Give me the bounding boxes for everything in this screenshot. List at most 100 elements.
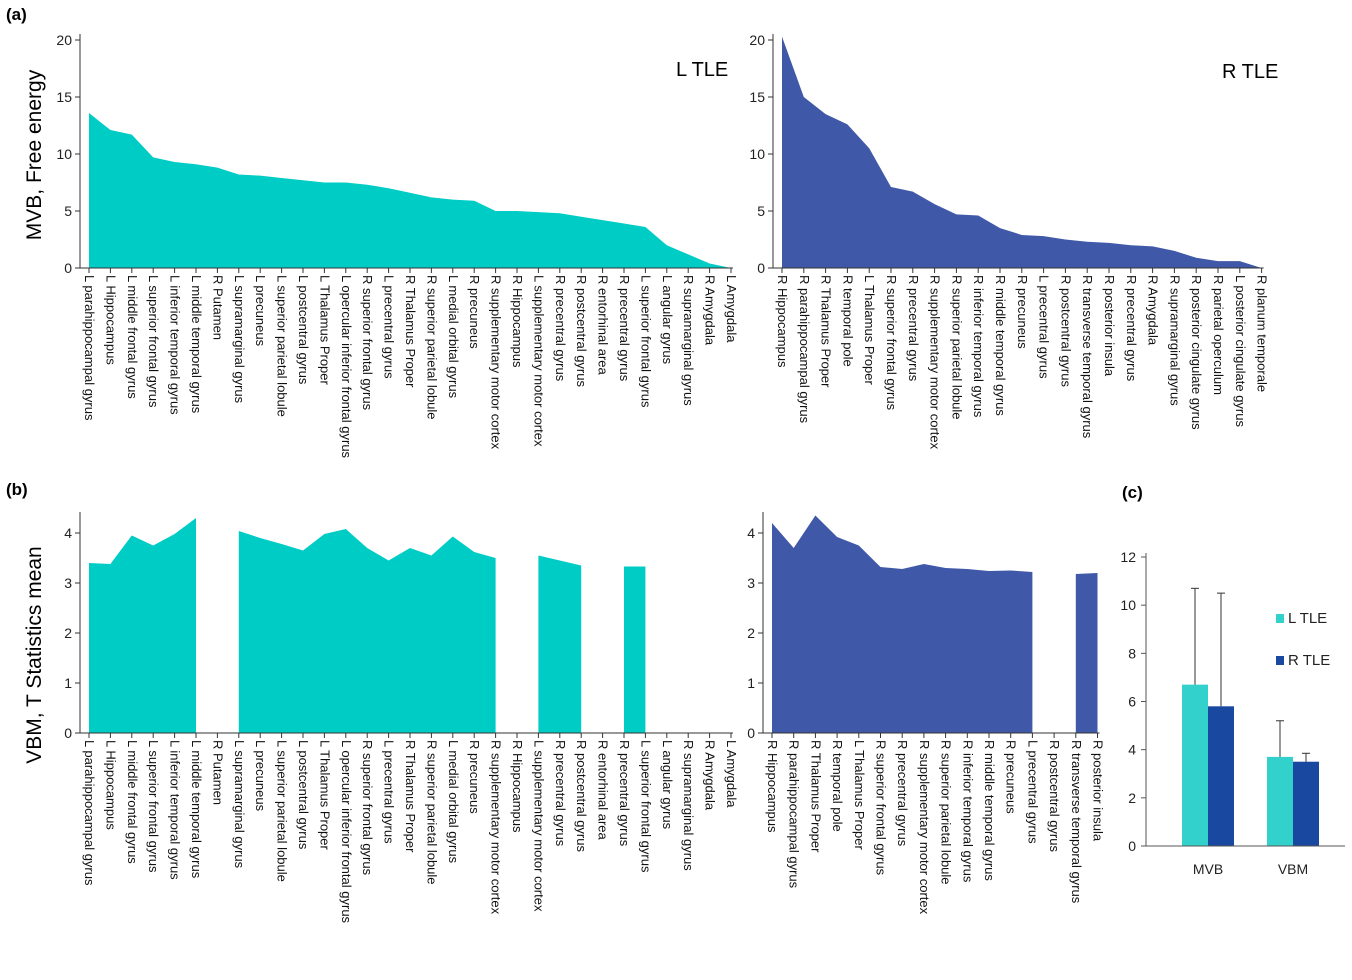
category-label: L middle frontal gyrus (125, 275, 140, 399)
category-label: R Thalamus Proper (808, 740, 823, 853)
y-label-a: MVB, Free energy (23, 69, 46, 240)
bar (1208, 706, 1234, 846)
category-label: R supramarginal gyrus (1167, 275, 1182, 406)
category-label: L medial orbital gyrus (446, 740, 461, 864)
category-label: R Hippocampus (775, 275, 790, 368)
series-label: L TLE (676, 59, 728, 81)
category-label: R precuneus (1015, 275, 1030, 349)
panel-c-letter: (c) (1122, 483, 1143, 502)
category-label: R inferior temporal gyrus (971, 275, 986, 418)
category-label: R precentral gyrus (553, 275, 568, 382)
category-label: R precentral gyrus (906, 275, 921, 382)
y-tick-label: 20 (749, 32, 765, 48)
category-label: L precentral gyrus (1025, 740, 1040, 844)
category-label: L middle frontal gyrus (125, 740, 140, 864)
category-label: L parahippocampal gyrus (82, 275, 97, 421)
category-label: L postcentral gyrus (296, 275, 311, 385)
y-tick-label: 10 (1120, 597, 1136, 613)
y-tick-label: 4 (1128, 742, 1136, 758)
category-label: L postcentral gyrus (296, 740, 311, 850)
category-label: R posterior cingulate gyrus (1189, 275, 1204, 430)
category-label: R precuneus (1004, 740, 1019, 814)
legend-label: L TLE (1288, 610, 1327, 627)
category-label: R postcentral gyrus (1047, 740, 1062, 852)
category-label: R superior parietal lobule (949, 275, 964, 420)
area-segment-2 (538, 555, 582, 733)
chart-a-left: 0 5 10 15 20 L parahippocampal gyrus L Hippoca… (56, 32, 739, 459)
category-label: R superior parietal lobule (424, 275, 439, 420)
category-label: L precentral gyrus (1037, 275, 1052, 379)
category-label: R precuneus (467, 275, 482, 349)
category-label: L opercular inferior frontal gyrus (339, 740, 354, 924)
category-label: L angular gyrus (660, 740, 675, 830)
category-label: L superior frontal gyrus (638, 275, 653, 408)
category-label: R postcentral gyrus (574, 275, 589, 387)
category-label: R supramarginal gyrus (681, 275, 696, 406)
y-tick-label: 2 (64, 625, 72, 641)
bar (1293, 761, 1319, 846)
y-tick-label: 5 (757, 203, 765, 219)
category-label: R postcentral gyrus (1058, 275, 1073, 387)
category-label: R Amygdala (703, 740, 718, 811)
category-label: R entorhinal area (596, 740, 611, 840)
category-label: R superior parietal lobule (424, 740, 439, 885)
bar (1267, 756, 1293, 846)
area-segment-0 (89, 112, 731, 269)
y-tick-label: 5 (64, 203, 72, 219)
category-label: R Hippocampus (765, 740, 780, 833)
category-label: R temporal pole (830, 740, 845, 832)
category-label: R inferior temporal gyrus (960, 740, 975, 883)
category-label: R supplementary motor cortex (928, 275, 943, 450)
category-label: R posterior insula (1102, 275, 1117, 377)
y-tick-label: 8 (1128, 645, 1136, 661)
y-tick-label: 0 (1128, 838, 1136, 854)
category-label: R parahippocampal gyrus (787, 740, 802, 889)
y-label-b: VBM, T Statistics mean (23, 546, 46, 763)
category-label: L middle temporal gyrus (189, 740, 204, 879)
category-label: R superior frontal gyrus (874, 740, 889, 876)
area-segment-1 (1075, 573, 1098, 733)
category-label: R transverse temporal gyrus (1080, 275, 1095, 439)
area-segment-1 (238, 529, 496, 733)
category-label: R postcentral gyrus (574, 740, 589, 852)
category-label: L opercular inferior frontal gyrus (339, 275, 354, 459)
category-label: R precentral gyrus (553, 740, 568, 847)
category-label: R temporal pole (840, 275, 855, 367)
area-segment-0 (89, 518, 196, 733)
category-label: R entorhinal area (596, 275, 611, 375)
category-label: R posterior insula (1091, 740, 1106, 842)
category-label: R precuneus (467, 740, 482, 814)
category-label: R precentral gyrus (895, 740, 910, 847)
chart-a-right: 0 5 10 15 20 R Hippocampus R parahippocampal g… (749, 32, 1278, 450)
category-label: R Thalamus Proper (819, 275, 834, 388)
category-label: R superior frontal gyrus (360, 740, 375, 876)
category-label: L medial orbital gyrus (446, 275, 461, 399)
y-tick-label: 20 (56, 32, 72, 48)
category-label: R Hippocampus (510, 275, 525, 368)
category-label: R supplementary motor cortex (489, 275, 504, 450)
category-label: R parietal operculum (1211, 275, 1226, 395)
category-label: R precentral gyrus (617, 740, 632, 847)
category-label: L middle temporal gyrus (189, 275, 204, 414)
category-label: L supramarginal gyrus (232, 275, 247, 404)
y-tick-label: 4 (747, 525, 755, 541)
category-label: R middle temporal gyrus (993, 275, 1008, 416)
category-label: L supramarginal gyrus (232, 740, 247, 869)
panel-a-letter: (a) (6, 5, 27, 24)
y-tick-label: 10 (56, 146, 72, 162)
area-segment-3 (624, 566, 646, 733)
category-label: R Thalamus Proper (403, 275, 418, 388)
category-label: L superior frontal gyrus (638, 740, 653, 873)
y-tick-label: 0 (757, 260, 765, 276)
y-tick-label: 6 (1128, 694, 1136, 710)
category-label: L precuneus (253, 740, 268, 812)
category-label: L posterior cingulate gyrus (1233, 275, 1248, 427)
category-label: L angular gyrus (660, 275, 675, 365)
category-label: R Thalamus Proper (403, 740, 418, 853)
y-tick-label: 2 (1128, 790, 1136, 806)
category-label: R transverse temporal gyrus (1069, 740, 1084, 904)
category-label: L inferior temporal gyrus (168, 740, 183, 880)
panel-b-letter: (b) (6, 480, 28, 499)
category-label: L Hippocampus (103, 740, 118, 830)
